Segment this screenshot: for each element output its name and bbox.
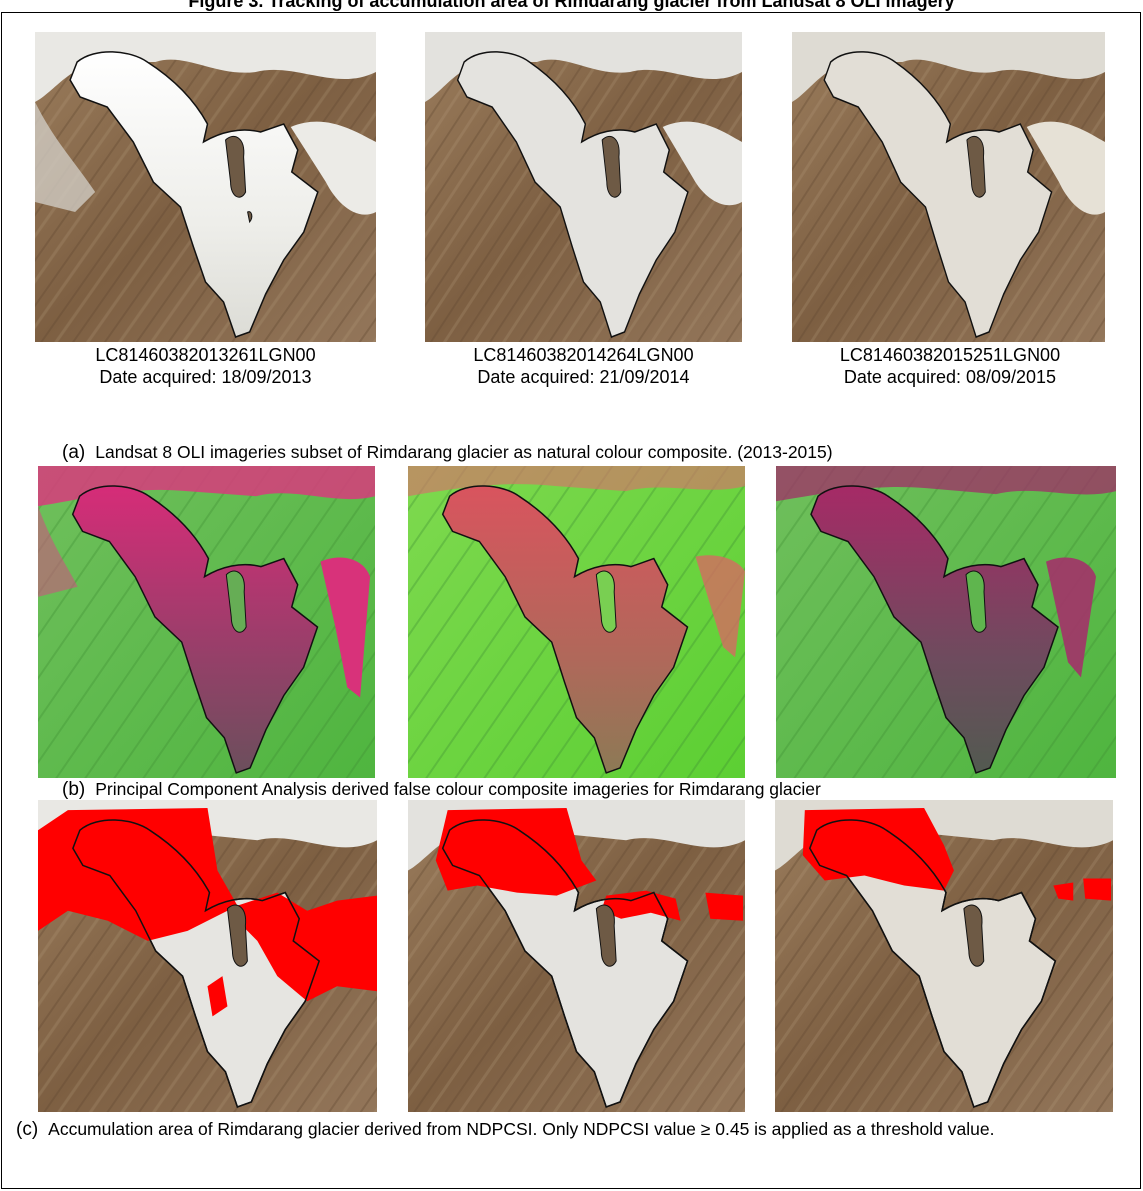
scene-id: LC81460382015251LGN00	[839, 345, 1061, 365]
caption-c: (c) Accumulation area of Rimdarang glacie…	[16, 1118, 1136, 1141]
scene-label-2014: LC81460382014264LGN00 Date acquired: 21/…	[425, 344, 742, 388]
caption-letter: (a)	[62, 442, 86, 463]
scene-date: Date acquired: 18/09/2013	[99, 367, 312, 387]
caption-letter: (c)	[16, 1119, 39, 1140]
scene-label-2013: LC81460382013261LGN00 Date acquired: 18/…	[35, 344, 376, 388]
scene-label-2015: LC81460382015251LGN00 Date acquired: 08/…	[792, 344, 1108, 388]
natural-colour-image-2013	[35, 32, 376, 342]
pca-image-2014	[408, 466, 745, 778]
scene-id: LC81460382013261LGN00	[95, 345, 316, 365]
accumulation-image-2015	[775, 800, 1113, 1112]
natural-colour-image-2014	[425, 32, 742, 342]
accumulation-image-2013	[38, 800, 377, 1112]
scene-date: Date acquired: 08/09/2015	[843, 367, 1057, 387]
caption-text: Accumulation area of Rimdarang glacier d…	[48, 1119, 995, 1139]
figure-title: Figure 3. Tracking of accumulation area …	[188, 0, 955, 11]
caption-a: (a) Landsat 8 OLI imageries subset of Rim…	[62, 441, 1137, 464]
scene-id: LC81460382014264LGN00	[473, 345, 694, 365]
accumulation-image-2014	[408, 800, 745, 1112]
caption-letter: (b)	[62, 779, 86, 800]
caption-text: Principal Component Analysis derived fal…	[95, 779, 821, 799]
natural-colour-image-2015	[792, 32, 1105, 342]
scene-date: Date acquired: 21/09/2014	[477, 367, 690, 387]
caption-text: Landsat 8 OLI imageries subset of Rimdar…	[95, 442, 833, 462]
pca-image-2015	[776, 466, 1116, 778]
figure-frame	[1, 12, 1141, 1189]
pca-image-2013	[38, 466, 375, 778]
caption-b: (b) Principal Component Analysis derived …	[62, 778, 1137, 801]
